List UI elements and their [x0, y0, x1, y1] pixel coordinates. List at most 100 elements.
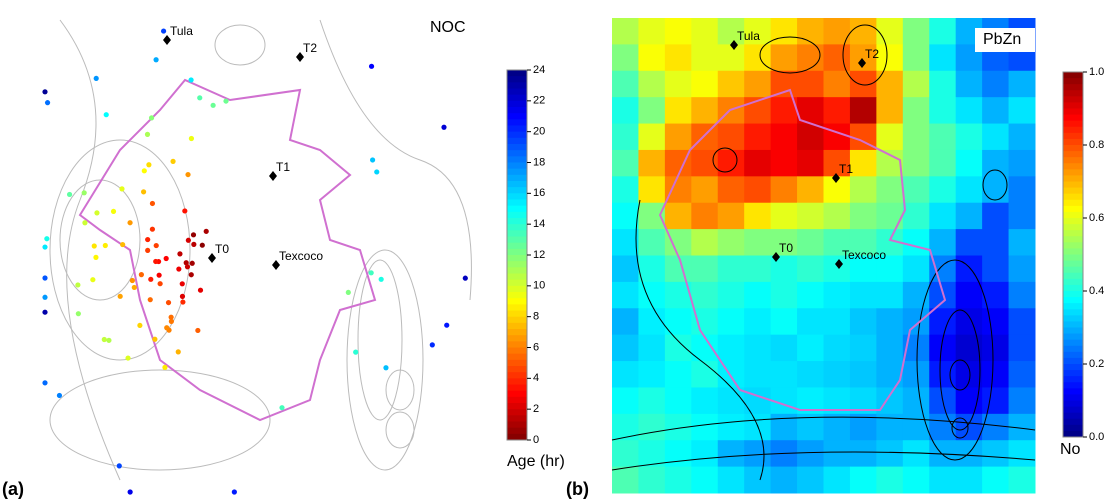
heatmap-cell	[823, 466, 851, 494]
heatmap-cell	[902, 123, 930, 151]
colorbar-tick-label: 0.0	[1089, 431, 1104, 443]
heatmap-cell	[823, 123, 851, 151]
heatmap-cell	[664, 18, 692, 45]
colorbar-segment	[1063, 157, 1083, 164]
scatter-point	[117, 293, 123, 299]
heatmap-cell	[717, 255, 745, 283]
scatter-point	[444, 322, 450, 328]
heatmap-cell	[876, 361, 904, 388]
heatmap-cell	[744, 413, 772, 441]
colorbar-segment	[507, 304, 527, 311]
colorbar-segment	[507, 137, 527, 145]
colorbar-label: Age (hr)	[507, 453, 565, 470]
colorbar-segment	[1063, 181, 1083, 189]
heatmap-cell	[770, 18, 798, 45]
heatmap-cell	[691, 440, 719, 468]
colorbar-segment	[1063, 284, 1083, 292]
scatter-point	[153, 258, 159, 265]
colorbar-segment	[1063, 84, 1083, 91]
heatmap-cell	[691, 176, 719, 204]
colorbar-segment	[1063, 418, 1083, 426]
colorbar-segment	[507, 131, 527, 139]
scatter-point	[210, 102, 216, 108]
scatter-point	[148, 115, 155, 121]
heatmap-cell	[902, 308, 930, 336]
colorbar-tick-label: 22	[533, 95, 545, 107]
scatter-point	[93, 75, 99, 82]
colorbar-segment	[507, 107, 527, 114]
heatmap-cell	[902, 466, 930, 494]
colorbar-segment	[1063, 430, 1083, 438]
heatmap-cell	[1008, 255, 1036, 283]
scatter-point	[81, 190, 87, 196]
colorbar-segment	[1063, 120, 1083, 128]
heatmap-cell	[902, 229, 930, 256]
site-label: T0	[779, 241, 793, 255]
scatter-point	[175, 349, 181, 355]
heatmap-cell	[717, 18, 745, 45]
heatmap-cell	[982, 466, 1010, 494]
scatter-point	[42, 294, 48, 300]
colorbar-segment	[507, 279, 527, 287]
colorbar-segment	[1063, 394, 1083, 401]
heatmap-cell	[955, 361, 983, 388]
heatmap-cell	[717, 123, 745, 151]
heatmap-cell	[638, 334, 666, 362]
heatmap-cell	[797, 308, 824, 336]
colorbar-segment	[507, 199, 527, 207]
heatmap-cell	[770, 44, 798, 72]
heatmap-cell	[955, 229, 983, 256]
heatmap-cell	[955, 387, 983, 415]
site-label: Tula	[170, 24, 193, 38]
scatter-points	[42, 28, 468, 495]
panel-label: (b)	[566, 479, 589, 499]
colorbar-label: No	[1060, 441, 1081, 458]
colorbar-segment	[507, 125, 527, 133]
heatmap-cell	[797, 281, 824, 309]
heatmap-cell	[1008, 440, 1036, 468]
colorbar-segment	[1063, 175, 1083, 182]
heatmap-cell	[664, 466, 692, 494]
heatmap-cell	[823, 440, 851, 468]
heatmap-cell	[982, 308, 1010, 336]
heatmap-cell	[823, 97, 851, 125]
colorbar-segment	[507, 236, 527, 244]
heatmap-cell	[664, 97, 692, 125]
heatmap-cell	[612, 387, 639, 415]
heatmap-cell	[717, 361, 745, 388]
scatter-point	[145, 247, 151, 254]
heatmap-cell	[744, 149, 772, 177]
scatter-point	[188, 272, 194, 278]
heatmap-cell	[876, 176, 904, 204]
heatmap-cell	[691, 123, 719, 151]
heatmap-cell	[612, 97, 639, 125]
scatter-point	[179, 281, 185, 287]
scatter-point	[145, 236, 151, 243]
colorbar-segment	[1063, 211, 1083, 219]
scatter-point	[75, 311, 81, 317]
heatmap-cell	[902, 361, 930, 388]
colorbar-segment	[1063, 351, 1083, 359]
colorbar-tick-label: 0.2	[1089, 358, 1104, 370]
heatmap-cell	[902, 202, 930, 230]
scatter-point	[127, 220, 133, 226]
site-marker	[163, 35, 171, 45]
scatter-point	[102, 242, 108, 249]
scatter-point	[179, 293, 186, 299]
heatmap-cell	[664, 255, 692, 283]
heatmap-cell	[638, 176, 666, 204]
colorbar-segment	[1063, 278, 1083, 286]
colorbar-segment	[507, 273, 527, 281]
colorbar-segment	[507, 359, 527, 367]
heatmap-cell	[744, 44, 772, 72]
scatter-point	[195, 327, 201, 334]
heatmap-cell	[770, 281, 798, 309]
heatmap-cell	[612, 440, 639, 468]
colorbar-segment	[1063, 309, 1083, 316]
scatter-point	[152, 336, 158, 342]
heatmap-cell	[612, 18, 639, 45]
heatmap-cell	[717, 70, 745, 98]
heatmap-cell	[955, 334, 983, 362]
colorbar-segment	[507, 242, 527, 250]
scatter-point	[189, 260, 195, 266]
